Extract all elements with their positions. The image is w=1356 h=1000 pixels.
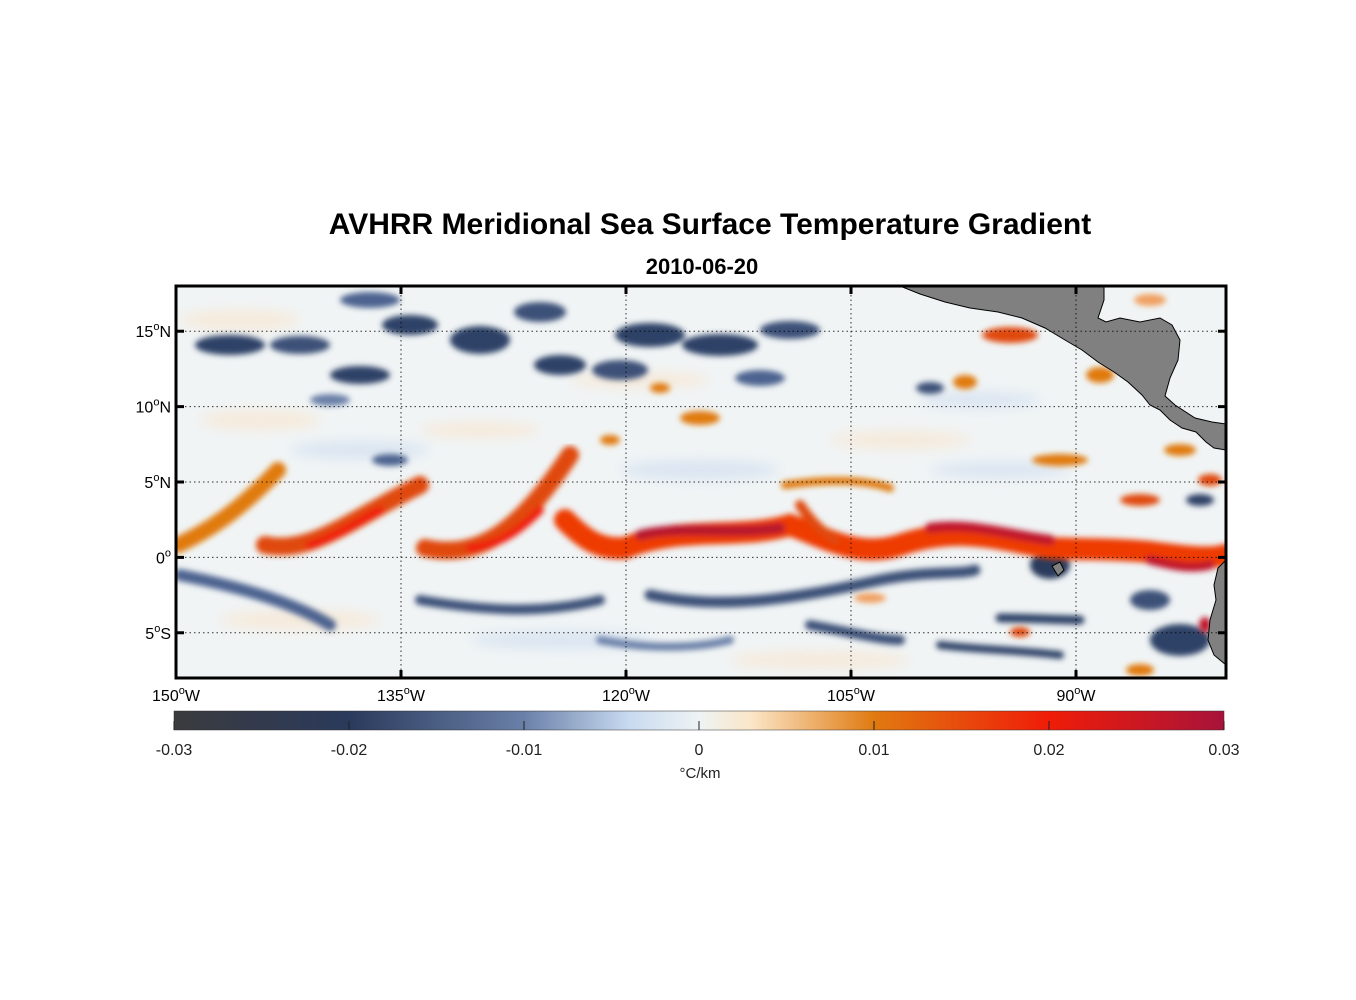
weak-patch <box>930 462 1070 478</box>
neg-patch <box>514 302 566 322</box>
positive-gradient-patches <box>600 294 1222 676</box>
x-tick-label: 150oW <box>152 685 201 705</box>
pos-patch <box>953 375 977 389</box>
pos-patch <box>982 327 1038 343</box>
chart-subtitle: 2010-06-20 <box>646 254 759 279</box>
front-branch <box>795 500 840 545</box>
south-america-coast <box>1207 559 1226 666</box>
central-america-landmass <box>899 286 1226 451</box>
colorbar-ticks: -0.03 -0.02 -0.01 0 0.01 0.02 0.03 <box>156 721 1240 759</box>
pos-patch <box>1164 444 1196 456</box>
colorbar-tick-label: 0.01 <box>858 742 889 759</box>
front-core <box>925 521 1055 545</box>
colorbar-tick-label: -0.02 <box>331 742 368 759</box>
weak-patch <box>920 392 1040 408</box>
y-tick-label: 10oN <box>136 397 171 417</box>
colorbar-tick-label: -0.01 <box>506 742 543 759</box>
weak-patch <box>180 310 300 330</box>
y-tick-label: 5oN <box>144 472 171 492</box>
y-tick-label: 15oN <box>136 321 171 341</box>
neg-patch <box>1150 624 1210 656</box>
x-tick-label: 90oW <box>1056 685 1096 705</box>
land <box>899 286 1226 666</box>
equatorial-front <box>176 446 1226 572</box>
y-tick-label: 0o <box>156 547 171 567</box>
pos-patch <box>1126 664 1154 676</box>
neg-band <box>995 613 1085 625</box>
x-tick-label: 135oW <box>377 685 426 705</box>
front-outer <box>416 446 579 560</box>
neg-patch <box>195 335 265 355</box>
neg-patch <box>534 355 586 375</box>
front-branch <box>781 476 894 492</box>
negative-gradient-north <box>195 292 944 466</box>
weak-patch <box>220 610 380 630</box>
neg-patch <box>270 336 330 354</box>
pos-patch <box>600 435 620 445</box>
pos-patch <box>1120 494 1160 506</box>
neg-band <box>596 636 734 651</box>
colorbar-tick-label: -0.03 <box>156 742 193 759</box>
neg-patch <box>1186 494 1214 506</box>
pos-patch <box>1032 454 1088 466</box>
colorbar-units-label: °C/km <box>680 765 721 782</box>
pos-patch <box>650 383 670 393</box>
neg-band <box>176 569 336 631</box>
neg-patch <box>372 454 408 466</box>
weak-patch <box>420 422 540 438</box>
chart-title: AVHRR Meridional Sea Surface Temperature… <box>329 208 1091 241</box>
neg-band <box>415 595 605 615</box>
x-axis: 150oW 135oW 120oW 105oW 90oW <box>152 286 1096 705</box>
pos-patch <box>1010 627 1030 637</box>
colorbar-tick-label: 0.02 <box>1033 742 1064 759</box>
front-core <box>466 506 544 552</box>
neg-patch <box>340 292 400 308</box>
neg-patch <box>382 315 438 335</box>
map-plot-area <box>176 286 1226 678</box>
pos-patch <box>854 593 886 603</box>
front-core <box>306 506 384 549</box>
neg-patch <box>735 370 785 386</box>
galapagos-island <box>1051 561 1065 577</box>
neg-patch <box>682 334 758 356</box>
weak-patch <box>290 441 430 459</box>
front-outer <box>176 462 286 553</box>
neg-patch <box>330 366 390 384</box>
x-tick-label: 105oW <box>827 685 876 705</box>
front-outer <box>554 509 1226 569</box>
weak-patch <box>200 410 320 430</box>
y-axis: 15oN 10oN 5oN 0o 5oS <box>136 321 1226 643</box>
neg-patch <box>615 323 685 347</box>
weak-patch <box>730 651 910 669</box>
x-tick-label: 120oW <box>602 685 651 705</box>
pos-patch <box>1134 294 1166 306</box>
y-tick-label: 5oS <box>145 623 171 643</box>
neg-patch <box>760 321 820 339</box>
neg-band <box>644 564 981 608</box>
front-core <box>1145 555 1215 572</box>
weak-patch <box>620 460 780 480</box>
neg-patch <box>1130 590 1170 610</box>
colorbar-tick-label: 0.03 <box>1208 742 1239 759</box>
colorbar-tick-label: 0 <box>695 742 704 759</box>
pos-patch <box>680 411 720 425</box>
neg-band <box>805 620 905 645</box>
weak-patch <box>830 431 970 449</box>
pos-patch <box>1086 367 1114 383</box>
neg-patch <box>916 382 944 394</box>
pos-patch <box>1198 474 1222 486</box>
pos-patch <box>1199 617 1211 633</box>
neg-patch <box>450 326 510 354</box>
negative-gradient-south <box>176 494 1214 659</box>
weak-gradient-texture <box>180 310 1070 669</box>
neg-patch <box>592 360 648 380</box>
neg-band <box>936 641 1064 659</box>
front-core <box>635 523 785 540</box>
neg-patch <box>310 394 350 406</box>
